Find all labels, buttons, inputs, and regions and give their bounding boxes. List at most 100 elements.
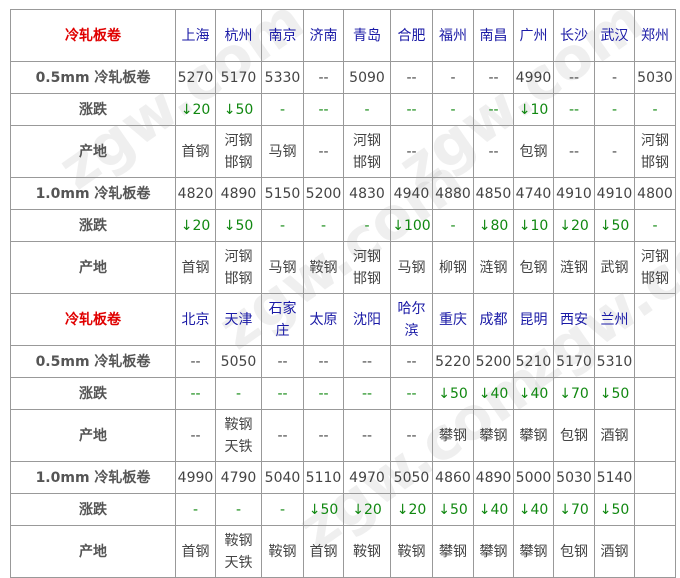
change-cell: - (175, 493, 216, 526)
change-cell: ↓70 (553, 493, 595, 526)
change-cell: ↓20 (175, 209, 216, 242)
change-cell: ↓40 (473, 377, 514, 410)
price-cell: 5220 (432, 345, 474, 378)
price-cell: 5170 (553, 345, 595, 378)
price-cell: 4790 (215, 461, 262, 494)
price-cell: 4970 (343, 461, 391, 494)
city-header: 上海 (175, 9, 216, 62)
change-cell: - (215, 377, 262, 410)
change-cell: -- (390, 377, 433, 410)
price-cell: 5030 (553, 461, 595, 494)
origin-cell: 河钢 邯钢 (634, 125, 676, 178)
city-header: 西安 (553, 293, 595, 346)
city-header: 重庆 (432, 293, 474, 346)
row-label: 产地 (10, 241, 176, 294)
change-cell: ↓20 (553, 209, 595, 242)
change-cell: ↓20 (175, 93, 216, 126)
price-cell: 5170 (215, 61, 262, 94)
change-cell: - (343, 209, 391, 242)
origin-cell: 酒钢 (594, 409, 635, 462)
change-cell: - (594, 93, 635, 126)
price-table: 冷轧板卷 上海 杭州 南京 济南 青岛 合肥 福州 南昌 广州 长沙 武汉 郑州 0.5mm 冷轧板卷 52… (10, 9, 676, 578)
price-cell (634, 461, 676, 494)
origin-cell: 包钢 (553, 525, 595, 578)
price-cell: -- (303, 345, 344, 378)
row-label: 涨跌 (10, 377, 176, 410)
city-header: 合肥 (390, 9, 433, 62)
city-header: 福州 (432, 9, 474, 62)
change-row: 涨跌 ↓20 ↓50- -- - -- - -- ↓10 -- - - (10, 93, 676, 126)
price-cell: 5270 (175, 61, 216, 94)
city-header: 沈阳 (343, 293, 391, 346)
origin-cell: 河钢 邯钢 (343, 241, 391, 294)
change-cell: ↓10 (513, 93, 554, 126)
section-title: 冷轧板卷 (10, 293, 176, 346)
price-cell: 4740 (513, 177, 554, 210)
price-cell: 5050 (390, 461, 433, 494)
row-label: 涨跌 (10, 209, 176, 242)
origin-row: 产地 首钢 鞍钢 天铁 鞍钢 首钢 鞍钢 鞍钢 攀钢 攀钢 攀钢 包钢 酒钢 (10, 525, 676, 578)
price-cell: 4940 (390, 177, 433, 210)
origin-cell: 首钢 (303, 525, 344, 578)
origin-row: 产地 首钢 河钢 邯钢 马钢 -- 河钢 邯钢 -- -- 包钢 -- - 河钢 邯钢 (10, 125, 676, 178)
price-cell: 4800 (634, 177, 676, 210)
origin-cell: 攀钢 (473, 525, 514, 578)
change-cell: -- (303, 377, 344, 410)
origin-cell: -- (390, 125, 433, 178)
row-label: 涨跌 (10, 493, 176, 526)
city-header: 广州 (513, 9, 554, 62)
change-cell: - (261, 209, 304, 242)
change-cell: ↓20 (343, 493, 391, 526)
city-header: 昆明 (513, 293, 554, 346)
origin-cell: 攀钢 (513, 409, 554, 462)
change-cell: - (303, 209, 344, 242)
origin-cell: 河钢 邯钢 (215, 241, 262, 294)
city-header: 郑州 (634, 9, 676, 62)
price-cell: -- (390, 345, 433, 378)
change-cell: ↓80 (473, 209, 514, 242)
origin-cell: -- (261, 409, 304, 462)
change-cell: - (261, 493, 304, 526)
change-cell: ↓40 (513, 493, 554, 526)
price-cell: - (432, 61, 474, 94)
change-cell: ↓40 (473, 493, 514, 526)
change-cell: - (343, 93, 391, 126)
price-row: 1.0mm 冷轧板卷 4820 4890 5150 5200 4830 4940 4880 48… (10, 177, 676, 210)
change-cell: - (261, 93, 304, 126)
city-header: 兰州 (594, 293, 635, 346)
origin-cell: 河钢 邯钢 (634, 241, 676, 294)
price-row: 0.5mm 冷轧板卷 5270 5170 5330 -- 5090 -- - -- 4990 -- -… (10, 61, 676, 94)
origin-cell: 马钢 (261, 241, 304, 294)
price-cell (634, 345, 676, 378)
change-cell: ↓50 (303, 493, 344, 526)
price-cell: 5050 (215, 345, 262, 378)
origin-cell: - (594, 125, 635, 178)
price-cell: 5200 (303, 177, 344, 210)
change-cell: -- (261, 377, 304, 410)
city-header: 南昌 (473, 9, 514, 62)
row-label: 产地 (10, 125, 176, 178)
price-cell: -- (261, 345, 304, 378)
change-cell: ↓50 (594, 377, 635, 410)
price-cell: 4990 (513, 61, 554, 94)
origin-cell: 攀钢 (432, 525, 474, 578)
city-header (634, 293, 676, 346)
price-cell: 5150 (261, 177, 304, 210)
origin-cell: -- (303, 125, 344, 178)
change-cell: ↓100 (390, 209, 433, 242)
section-title: 冷轧板卷 (10, 9, 176, 62)
origin-cell (634, 409, 676, 462)
origin-cell: 河钢 邯钢 (343, 125, 391, 178)
row-label: 产地 (10, 409, 176, 462)
change-cell: -- (473, 93, 514, 126)
change-cell: ↓10 (513, 209, 554, 242)
price-cell: 5030 (634, 61, 676, 94)
city-header: 杭州 (215, 9, 262, 62)
city-header: 长沙 (553, 9, 595, 62)
origin-cell: 攀钢 (473, 409, 514, 462)
change-cell: ↓50 (594, 209, 635, 242)
origin-cell: 鞍钢 (261, 525, 304, 578)
change-cell: ↓50 (594, 493, 635, 526)
origin-cell: 鞍钢 (390, 525, 433, 578)
price-cell: 4880 (432, 177, 474, 210)
